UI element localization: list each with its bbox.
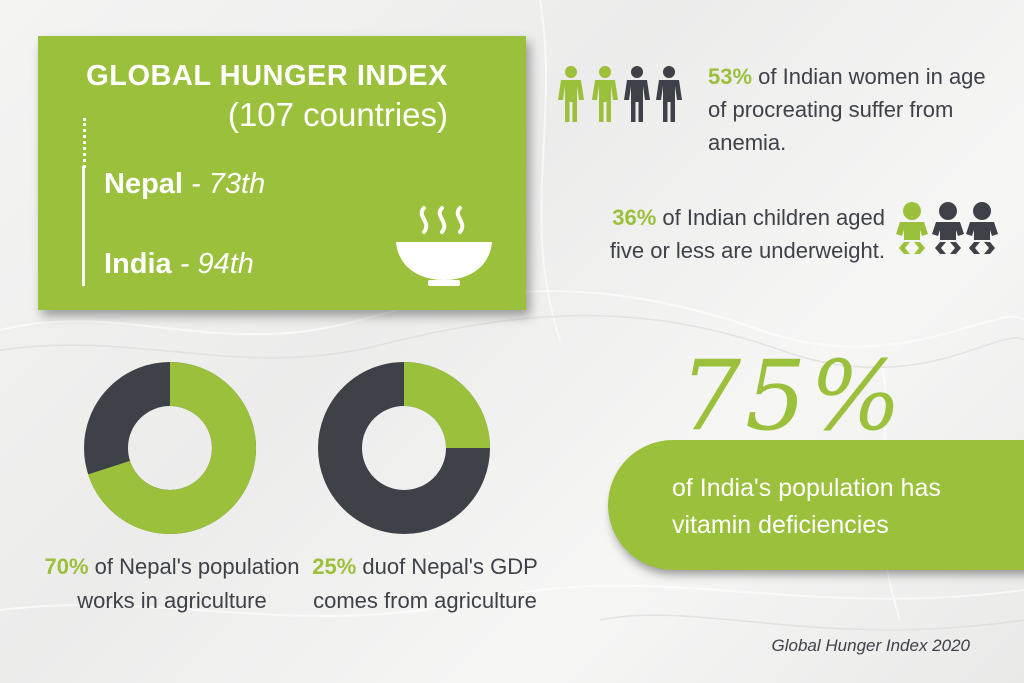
country-rank: - 73th [182, 168, 266, 200]
vitamin-deficiency-banner: of India's population has vitamin defici… [608, 440, 1024, 570]
ranking-row-india: India - 94th [104, 248, 254, 281]
vitamin-deficiency-text: of India's population has vitamin defici… [672, 474, 941, 539]
dotted-divider [83, 118, 86, 168]
stat-description: of Indian women in age of procreating su… [708, 64, 986, 155]
country-name: India [104, 248, 172, 280]
ranking-row-nepal: Nepal - 73th [104, 168, 265, 201]
country-rank: - 94th [171, 248, 254, 280]
stat-description: of Nepal's population works in agricultu… [77, 554, 300, 613]
people-icon [558, 66, 682, 122]
source-credit: Global Hunger Index 2020 [771, 636, 970, 655]
agriculture-population-caption: 70% of Nepal's population works in agric… [22, 550, 322, 618]
vitamin-deficiency-percent: 75% [680, 340, 906, 452]
donut-value-arc [84, 362, 256, 534]
stat-percent: 70% [44, 554, 89, 579]
donut-chart-agriculture-gdp [318, 362, 490, 534]
soup-bowl-icon [396, 206, 492, 286]
country-name: Nepal [104, 168, 183, 200]
donut-value-arc [318, 362, 490, 534]
vertical-divider [82, 166, 85, 286]
baby-icon [896, 202, 998, 254]
agriculture-gdp-caption: 25% duof Nepal's GDP comes from agricult… [300, 550, 550, 618]
stat-description: of Indian children aged five or less are… [609, 205, 885, 263]
hunger-index-card: GLOBAL HUNGER INDEX (107 countries) Nepa… [38, 36, 526, 310]
stat-description: duof Nepal's GDP comes from agriculture [313, 554, 538, 613]
hunger-index-title: GLOBAL HUNGER INDEX [86, 60, 448, 92]
stat-percent: 36% [612, 205, 657, 230]
women-anemia-stat: 53% of Indian women in age of procreatin… [708, 60, 998, 159]
stat-percent: 53% [708, 64, 753, 89]
stat-percent: 25% [312, 554, 357, 579]
children-underweight-stat: 36% of Indian children aged five or less… [580, 201, 885, 267]
donut-chart-agriculture-population [84, 362, 256, 534]
hunger-index-subtitle: (107 countries) [227, 96, 448, 133]
